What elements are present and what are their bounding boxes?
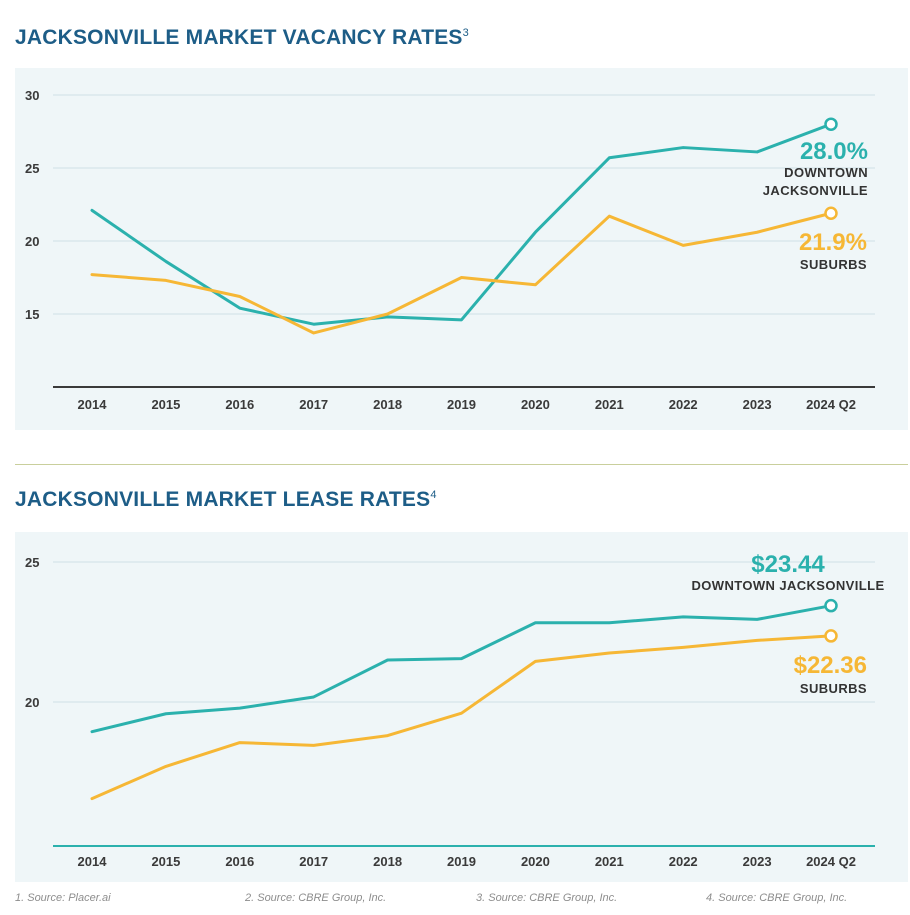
vacancy-end-marker-suburbs xyxy=(824,206,838,221)
footer-source-3: 3. Source: CBRE Group, Inc. xyxy=(476,892,618,904)
vacancy-x-tick-label: 2018 xyxy=(373,397,402,412)
lease-x-tick-label: 2017 xyxy=(299,854,328,869)
vacancy-chart-panel: 15 20 25 30 2014 2015 2016 2017 2018 2019 2020 2021… xyxy=(15,68,908,430)
vacancy-end-marker-downtown xyxy=(824,117,838,131)
vacancy-y-tick-label: 25 xyxy=(25,161,39,176)
vacancy-series-name-downtown: DOWNTOWN xyxy=(784,165,868,180)
vacancy-x-tick-label: 2024 Q2 xyxy=(806,397,856,412)
lease-x-tick-label: 2016 xyxy=(225,854,254,869)
vacancy-chart-title: JACKSONVILLE MARKET VACANCY RATES3 xyxy=(15,26,469,49)
vacancy-x-tick-label: 2022 xyxy=(669,397,698,412)
lease-x-tick-label: 2014 xyxy=(78,854,108,869)
vacancy-x-tick-label: 2021 xyxy=(595,397,624,412)
lease-x-tick-label: 2018 xyxy=(373,854,402,869)
vacancy-x-tick-label: 2017 xyxy=(299,397,328,412)
lease-x-tick-label: 2023 xyxy=(743,854,772,869)
lease-x-tick-label: 2020 xyxy=(521,854,550,869)
vacancy-x-tick-label: 2023 xyxy=(743,397,772,412)
vacancy-chart: 15 20 25 30 2014 2015 2016 2017 2018 2019 2020 2021… xyxy=(25,88,875,412)
lease-x-tick-label: 2021 xyxy=(595,854,624,869)
vacancy-series-name-suburbs: SUBURBS xyxy=(800,257,867,272)
lease-end-marker-suburbs xyxy=(824,629,838,643)
lease-series-line-suburbs xyxy=(90,634,833,801)
vacancy-series-line-downtown xyxy=(90,122,833,326)
vacancy-x-tick-label: 2020 xyxy=(521,397,550,412)
lease-series-name-suburbs: SUBURBS xyxy=(800,681,867,696)
vacancy-end-value-label-suburbs: 21.9% xyxy=(799,229,867,256)
vacancy-end-value-label-downtown: 28.0% xyxy=(800,138,868,165)
lease-series-name-downtown: DOWNTOWN JACKSONVILLE xyxy=(691,578,884,593)
section-divider xyxy=(15,464,908,465)
lease-x-tick-label: 2022 xyxy=(669,854,698,869)
lease-series-line-downtown xyxy=(90,604,833,734)
vacancy-x-tick-label: 2016 xyxy=(225,397,254,412)
lease-y-tick-label: 20 xyxy=(25,695,39,710)
vacancy-x-tick-label: 2015 xyxy=(151,397,180,412)
lease-x-tick-label: 2015 xyxy=(151,854,180,869)
vacancy-y-tick-label: 20 xyxy=(25,234,39,249)
lease-end-value-label-suburbs: $22.36 xyxy=(794,652,867,679)
vacancy-x-tick-label: 2014 xyxy=(78,397,108,412)
lease-chart-title: JACKSONVILLE MARKET LEASE RATES4 xyxy=(15,488,437,511)
lease-end-value-label-downtown: $23.44 xyxy=(751,551,825,578)
lease-x-tick-label: 2024 Q2 xyxy=(806,854,856,869)
lease-x-tick-label: 2019 xyxy=(447,854,476,869)
footer-source-1: 1. Source: Placer.ai xyxy=(15,892,111,904)
lease-end-marker-downtown xyxy=(824,598,838,613)
lease-chart: 20 25 2014 2015 2016 2017 2018 2019 2020 2021 2022… xyxy=(25,551,884,869)
vacancy-series-line-suburbs xyxy=(90,211,833,335)
vacancy-y-tick-label: 15 xyxy=(25,307,39,322)
footer-source-4: 4. Source: CBRE Group, Inc. xyxy=(706,892,848,904)
lease-y-tick-label: 25 xyxy=(25,555,39,570)
vacancy-y-tick-label: 30 xyxy=(25,88,39,103)
footer-source-2: 2. Source: CBRE Group, Inc. xyxy=(245,892,387,904)
vacancy-x-tick-label: 2019 xyxy=(447,397,476,412)
vacancy-series-name-downtown: JACKSONVILLE xyxy=(763,183,868,198)
lease-chart-panel: 20 25 2014 2015 2016 2017 2018 2019 2020 2021 2022… xyxy=(15,532,908,882)
